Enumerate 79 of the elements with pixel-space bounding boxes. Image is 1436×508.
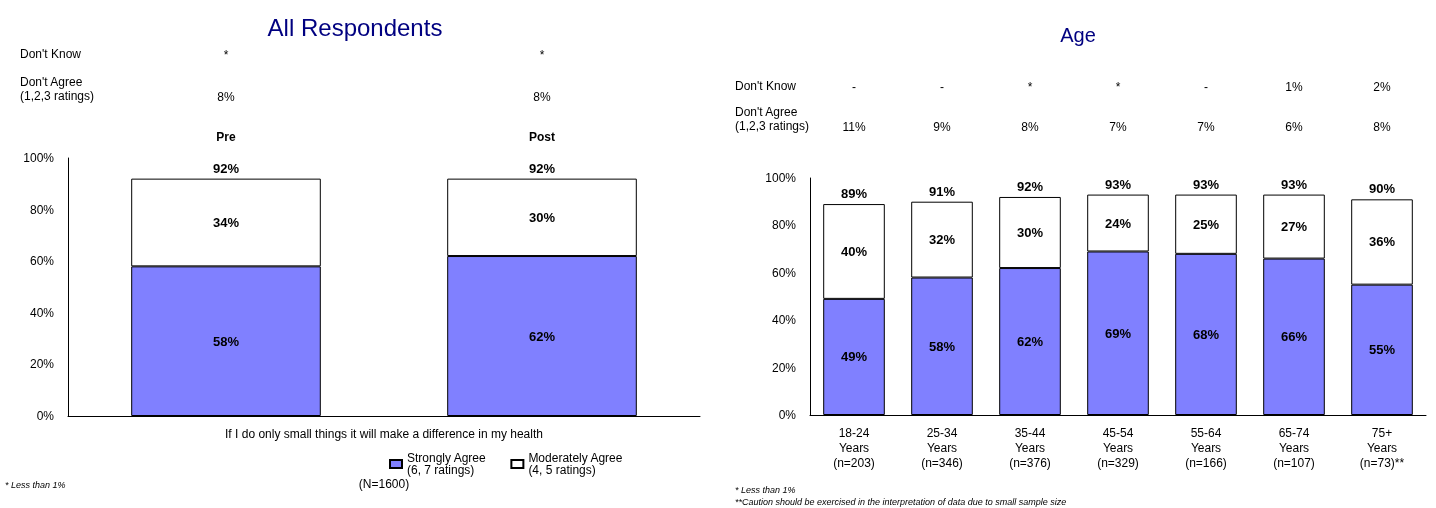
data-label: 62% [528,328,556,344]
data-label: 49% [840,349,868,365]
x-tick-label: 55-64 Years (n=166) [1185,425,1227,470]
data-label: 25% [1192,216,1220,232]
text: 11% [842,120,866,134]
data-label: 58% [928,338,956,354]
chart-title: Age [1060,24,1096,46]
y-tick-label: 0% [36,409,55,423]
data-label: 32% [928,232,956,248]
data-label: 24% [1104,215,1132,231]
total-label: 92% [212,160,240,176]
x-tick-label: Post [528,129,556,144]
total-label: 93% [1104,176,1132,192]
total-label: 90% [1368,181,1396,197]
y-tick-label: 20% [771,360,797,375]
text: (N=1600) [358,477,410,491]
text: * Less than 1% [735,484,796,495]
text: - [940,80,944,94]
data-label: 69% [1104,325,1132,341]
text: * Less than 1% [5,479,66,490]
text: * [1115,80,1121,94]
text: - [852,80,856,94]
legend-label: Strongly Agree (6, 7 ratings) [407,451,487,477]
y-tick-label: 80% [771,218,797,233]
x-tick-label: 25-34 Years (n=346) [921,425,963,470]
text: 1% [1285,80,1303,94]
y-tick-label: 60% [771,265,797,280]
text: Don't Know [735,79,797,93]
x-tick-label: 18-24 Years (n=203) [833,425,875,470]
y-tick-label: 100% [765,171,797,185]
y-tick-label: 0% [778,408,797,422]
legend-label: Moderately Agree (4, 5 ratings) [528,451,623,477]
y-tick-label: 40% [29,305,55,320]
text: 8% [1021,120,1039,134]
total-label: 93% [1280,176,1308,192]
data-label: 40% [840,243,868,259]
y-tick-label: 80% [29,202,55,217]
text: * [539,48,545,62]
x-tick-label: 45-54 Years (n=329) [1097,425,1139,470]
data-label: 30% [1016,225,1044,241]
text: 7% [1109,120,1127,134]
data-label: 34% [212,215,240,230]
total-label: 92% [528,160,556,176]
text: Don't Agree (1,2,3 ratings) [735,105,810,133]
data-label: 36% [1368,234,1396,250]
x-tick-label: Pre [216,129,236,144]
data-label: 55% [1368,342,1396,358]
text: **Caution should be exercised in the interpretation of data due to small sample size [735,496,1067,507]
data-label: 58% [212,333,240,349]
text: * [1027,80,1033,94]
total-label: 93% [1192,176,1220,192]
text: 7% [1197,120,1215,134]
total-label: 92% [1016,178,1044,194]
total-label: 91% [928,183,956,199]
text: - [1204,80,1208,94]
text: 8% [217,90,235,104]
text: Don't Agree (1,2,3 ratings) [20,75,95,103]
x-axis-title: If I do only small things it will make a difference in my health [225,427,543,441]
text: 8% [1373,120,1391,134]
data-label: 30% [528,209,556,225]
text: Don't Know [20,47,82,61]
y-tick-label: 60% [29,254,55,269]
text: 8% [533,90,551,104]
data-label: 62% [1016,334,1044,350]
text: 9% [933,120,951,134]
text: * [223,48,229,62]
total-label: 89% [840,186,868,202]
chart-title: All Respondents [267,13,443,41]
x-tick-label: 35-44 Years (n=376) [1009,425,1051,470]
x-tick-label: 65-74 Years (n=107) [1273,425,1315,470]
text: 2% [1373,80,1391,94]
y-tick-label: 20% [29,357,55,372]
data-label: 66% [1280,329,1308,345]
y-tick-label: 100% [23,151,55,165]
text: 6% [1285,120,1303,134]
x-tick-label: 75+ Years (n=73)** [1359,425,1405,470]
y-tick-label: 40% [771,313,797,328]
data-label: 27% [1280,219,1308,235]
data-label: 68% [1192,326,1220,342]
